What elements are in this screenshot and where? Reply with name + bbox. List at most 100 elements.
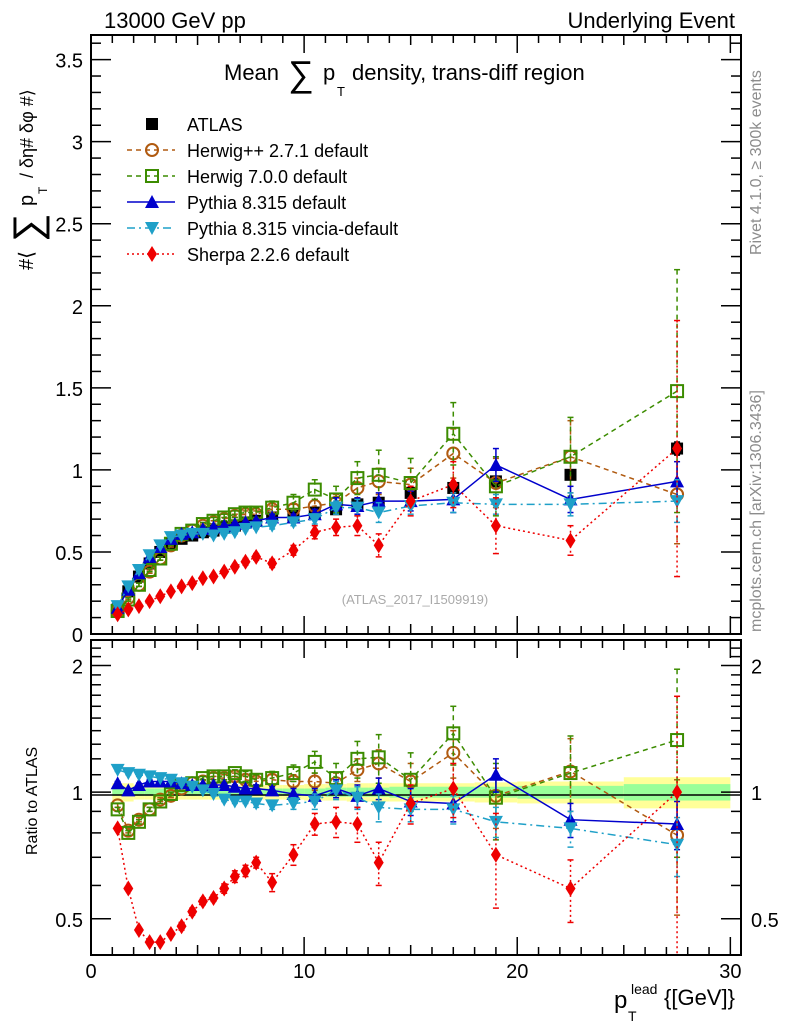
- xlabel-sup: lead: [631, 981, 657, 997]
- stat-uncertainty-band: [218, 788, 230, 796]
- data-point-py8: [488, 767, 503, 781]
- data-point-py8: [265, 783, 280, 797]
- legend-label: Herwig++ 2.7.1 default: [187, 141, 368, 161]
- data-point-vincia: [153, 772, 168, 786]
- data-point-vincia: [131, 768, 146, 782]
- data-point-sherpa: [123, 601, 134, 618]
- data-point-vincia: [185, 527, 200, 541]
- data-point-sherpa: [155, 934, 166, 951]
- ratio-frame: [90, 639, 742, 956]
- data-point-py8: [286, 786, 301, 800]
- data-point-hw7: [350, 751, 365, 766]
- legend-item-sherpa: Sherpa 2.2.6 default: [127, 245, 349, 265]
- legend-item-py8: Pythia 8.315 default: [127, 193, 346, 213]
- ratio-y-tick-label: 1: [72, 783, 83, 805]
- ylabel-sum: ∑: [6, 213, 50, 242]
- data-point-vincia: [350, 791, 365, 805]
- data-point-hw7: [142, 562, 157, 577]
- title-suffix: density, trans-diff region: [352, 60, 585, 85]
- data-point-sherpa: [144, 593, 155, 610]
- legend-label: Sherpa 2.2.6 default: [187, 245, 349, 265]
- data-point-vincia: [238, 522, 253, 536]
- data-point-hw7: [403, 476, 418, 491]
- data-point-hw7: [286, 766, 301, 781]
- y-tick-label: 1.5: [55, 379, 83, 401]
- legend-item-atlas: ATLAS: [146, 115, 243, 135]
- data-point-sherpa: [373, 854, 384, 871]
- legend-marker-hwpp: [145, 143, 159, 157]
- data-point-vincia: [265, 799, 280, 813]
- title-prefix: Mean: [224, 60, 279, 85]
- data-point-hw7: [371, 750, 386, 765]
- data-point-py8: [371, 781, 386, 795]
- data-point-sherpa: [331, 519, 342, 536]
- stat-uncertainty-band: [133, 788, 145, 796]
- legend-item-vincia: Pythia 8.315 vincia-default: [127, 219, 398, 239]
- data-point-sherpa: [565, 532, 576, 549]
- header-process: Underlying Event: [567, 8, 735, 33]
- data-point-hw7: [131, 814, 146, 829]
- y-tick-label: 2.5: [55, 215, 83, 237]
- series-line-vincia: [116, 500, 678, 607]
- data-point-hw7: [110, 802, 125, 817]
- x-tick-label: 20: [506, 961, 528, 983]
- data-point-vincia: [249, 797, 264, 811]
- data-point-sherpa: [187, 903, 198, 920]
- data-point-vincia: [142, 549, 157, 563]
- data-point-py8: [227, 779, 242, 793]
- data-point-vincia: [371, 506, 386, 520]
- ylabel-rest: / δη# δφ #⟩: [17, 89, 37, 178]
- data-point-hw7: [446, 426, 461, 441]
- data-point-hwpp: [307, 774, 322, 789]
- data-point-sherpa: [352, 517, 363, 534]
- title-sum: ∑: [288, 53, 314, 94]
- series-hw7: [110, 268, 685, 619]
- data-point-py8: [488, 457, 503, 471]
- data-point-hw7: [670, 733, 685, 748]
- x-tick-label: 0: [85, 961, 96, 983]
- data-point-vincia: [307, 513, 322, 527]
- y-tick-label: 2: [72, 297, 83, 319]
- main-series-group: [110, 268, 685, 623]
- data-point-sherpa: [448, 476, 459, 493]
- data-point-sherpa: [112, 820, 123, 837]
- ratio-ylabel: Ratio to ATLAS: [24, 747, 41, 855]
- data-point-sherpa: [373, 537, 384, 554]
- data-point-sherpa: [155, 588, 166, 605]
- data-point-vincia: [142, 770, 157, 784]
- data-point-vincia: [265, 519, 280, 533]
- legend-item-hwpp: Herwig++ 2.7.1 default: [127, 141, 368, 161]
- data-point-hw7: [307, 482, 322, 497]
- data-point-vincia: [286, 797, 301, 811]
- data-point-sherpa: [288, 542, 299, 559]
- legend-marker-sherpa: [147, 246, 157, 262]
- x-tick-label: 10: [293, 961, 315, 983]
- data-point-sherpa: [405, 795, 416, 812]
- data-point-sherpa: [565, 880, 576, 897]
- ratio-series-group: [110, 668, 685, 956]
- data-point-vincia: [217, 793, 232, 807]
- data-point-vincia: [195, 784, 210, 798]
- ylabel-p: p: [16, 195, 38, 206]
- data-point-vincia: [174, 777, 189, 791]
- data-point-vincia: [307, 795, 322, 809]
- stat-uncertainty-band: [112, 788, 123, 796]
- legend-marker-py8: [145, 195, 159, 208]
- chart-title: Mean ∑ p T density, trans-diff region: [224, 53, 585, 99]
- y-tick-label: 1: [72, 461, 83, 483]
- mcplots-label: mcplots.cern.ch [arXiv:1306.3436]: [748, 390, 765, 632]
- data-point-sherpa: [165, 583, 176, 600]
- stat-uncertainty-band: [144, 788, 155, 796]
- series-hwpp: [110, 729, 685, 916]
- data-point-sherpa: [112, 606, 123, 623]
- x-axis-label: p lead T {[GeV]}: [614, 981, 735, 1024]
- data-point-vincia: [227, 526, 242, 540]
- data-point-vincia: [131, 563, 146, 577]
- data-point-sherpa: [229, 558, 240, 575]
- data-point-sherpa: [176, 918, 187, 935]
- data-point-vincia: [153, 539, 168, 553]
- data-point-vincia: [563, 822, 578, 836]
- legend-marker-hw7: [145, 169, 159, 183]
- data-point-hw7: [563, 449, 578, 464]
- data-point-py8: [110, 776, 125, 790]
